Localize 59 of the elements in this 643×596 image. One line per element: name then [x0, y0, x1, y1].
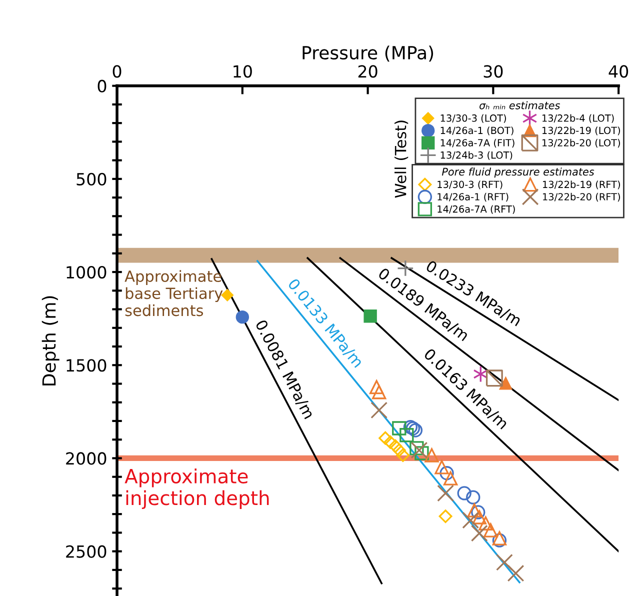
point: [473, 366, 488, 383]
legend-title: Well (Test): [394, 120, 408, 198]
point: [472, 510, 486, 524]
annotation: Pore fluid pressure estimates: [442, 168, 594, 178]
y-tick-label: 2000: [66, 452, 106, 465]
point: [410, 441, 424, 456]
legend-label: 13/30-3 (LOT): [440, 114, 506, 123]
point: [388, 439, 402, 453]
point: [467, 503, 482, 518]
point: [424, 448, 439, 462]
point: [443, 471, 458, 486]
point: [392, 443, 406, 457]
x-tick-label: 10: [234, 65, 252, 78]
legend-label: 13/24b-3 (LOT): [440, 151, 512, 160]
point: [466, 490, 480, 504]
y-tick-label: 0: [98, 80, 106, 92]
point: [236, 310, 250, 324]
y-tick-label: 1000: [66, 266, 106, 279]
point: [392, 421, 406, 436]
legend-label: 13/22b-19 (RFT): [543, 180, 620, 190]
x-tick-label: 30: [484, 65, 503, 78]
annotation: σₕ ₘᵢₙ estimates: [480, 101, 560, 110]
point: [471, 505, 486, 520]
point: [499, 376, 512, 390]
legend-label: 14/26a-1 (BOT): [440, 126, 514, 136]
legend-label: 13/30-3 (RFT): [438, 180, 502, 190]
point: [434, 460, 449, 474]
legend-label: 14/26a-7A (FIT): [440, 138, 514, 148]
band-label: Approximate injection depth: [124, 468, 269, 510]
point: [400, 428, 414, 442]
x-axis-title: Pressure (MPa): [302, 46, 434, 62]
y-tick-label: 1500: [66, 359, 106, 372]
legend-label: 13/22b-4 (LOT): [542, 114, 614, 123]
point: [440, 466, 454, 480]
point: [369, 380, 384, 394]
y-axis-title: Depth (m): [42, 296, 60, 386]
point: [478, 516, 493, 530]
band-label: Approximate base Tertiary sediments: [124, 270, 223, 316]
point: [414, 446, 429, 460]
point: [396, 448, 410, 462]
point: [378, 431, 392, 445]
legend-label: 13/22b-20 (LOT): [542, 138, 620, 148]
point: [457, 486, 472, 500]
point: [438, 510, 452, 524]
point: [486, 370, 503, 387]
point: [484, 523, 498, 538]
x-tick-label: 0: [112, 65, 122, 78]
legend-label: 14/26a-1 (RFT): [438, 192, 508, 202]
x-tick-label: 20: [358, 65, 378, 78]
x-tick-label: 40: [608, 65, 628, 78]
point: [364, 310, 377, 323]
point: [403, 420, 418, 434]
legend-label: 13/22b-19 (LOT): [542, 126, 620, 136]
point: [372, 385, 386, 400]
point: [384, 435, 398, 449]
legend-label: 13/22b-20 (RFT): [543, 192, 620, 202]
legend-label: 14/26a-7A (RFT): [438, 205, 515, 214]
y-tick-label: 2500: [66, 545, 106, 558]
y-tick-label: 500: [76, 172, 106, 186]
